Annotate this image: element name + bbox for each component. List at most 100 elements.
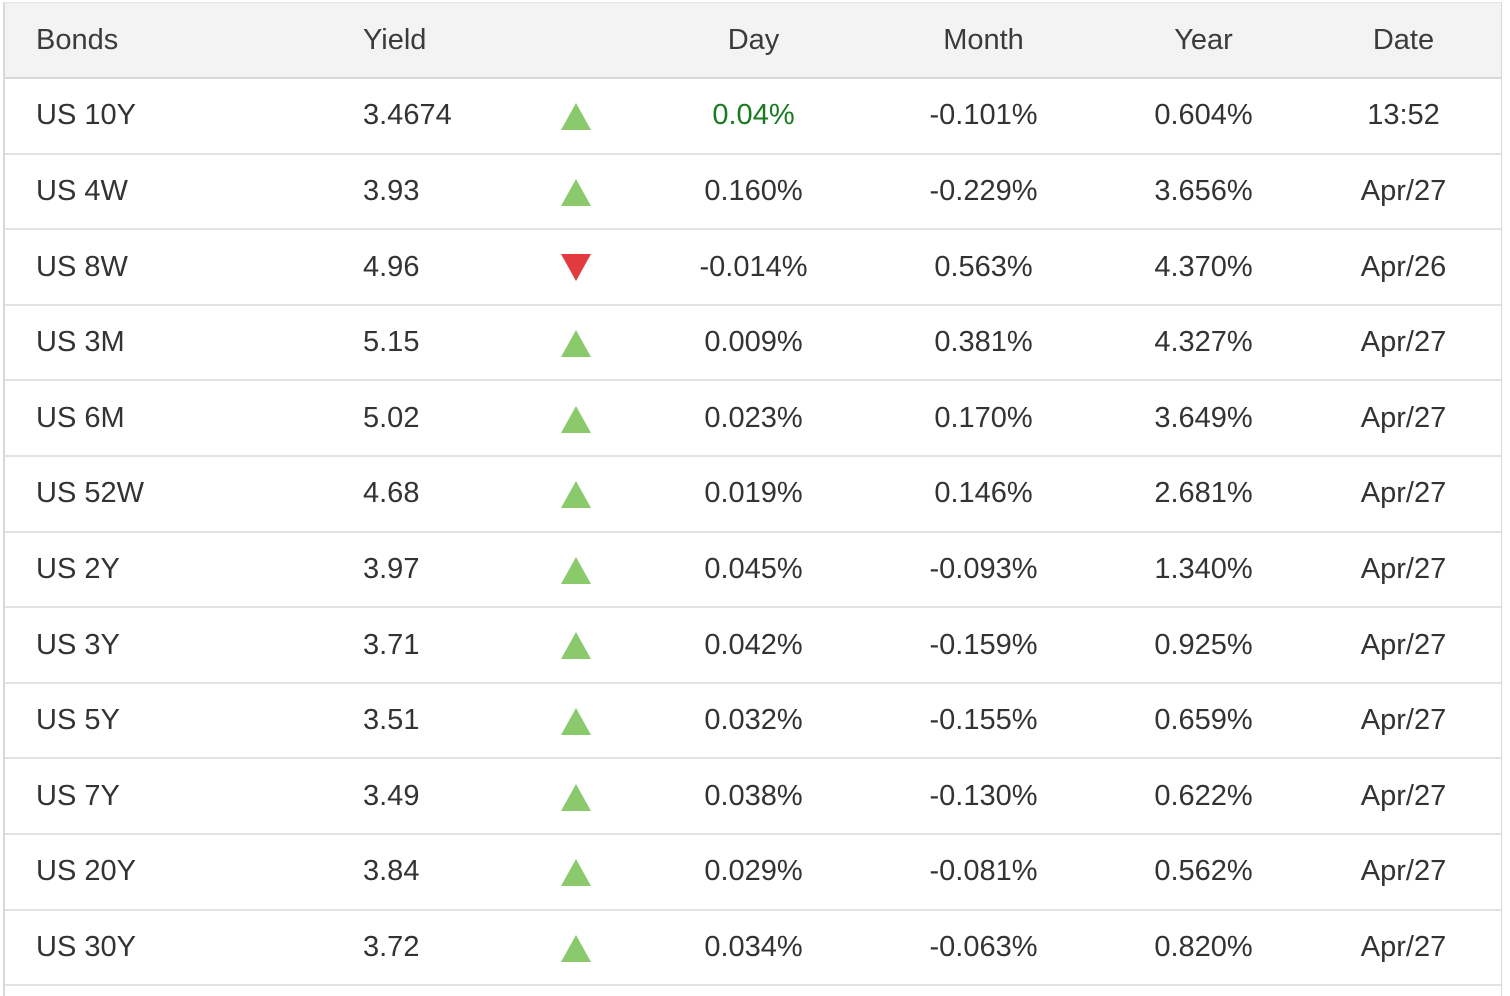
table-body: US 10Y 3.4674 0.04% -0.101% 0.604% 13:52…: [5, 79, 1501, 987]
up-triangle-icon: [561, 556, 591, 584]
year-change-value: 2.681%: [1154, 477, 1253, 510]
bond-name-link[interactable]: US 52W: [36, 477, 144, 510]
yield-value: 3.97: [363, 552, 420, 585]
up-triangle-icon: [561, 707, 591, 735]
up-triangle-icon: [561, 330, 591, 358]
direction-cell: [511, 628, 641, 663]
up-triangle-icon: [561, 783, 591, 811]
day-change-value: 0.045%: [704, 552, 803, 585]
up-triangle-icon: [561, 481, 591, 509]
date-value: Apr/27: [1360, 552, 1447, 585]
date-value: Apr/27: [1360, 477, 1447, 510]
date-value: Apr/27: [1360, 326, 1447, 359]
yield-value: 3.72: [363, 930, 420, 963]
direction-cell: [511, 476, 641, 511]
month-change-value: -0.101%: [929, 99, 1038, 132]
up-triangle-icon: [561, 859, 591, 887]
yield-value: 3.4674: [363, 99, 452, 132]
yield-value: 3.71: [363, 628, 420, 661]
yield-value: 3.51: [363, 704, 420, 737]
bond-name-link[interactable]: US 5Y: [36, 704, 120, 737]
bond-name-link[interactable]: US 2Y: [36, 552, 120, 585]
up-triangle-icon: [561, 103, 591, 131]
direction-cell: [511, 325, 641, 360]
yield-value: 5.15: [363, 326, 420, 359]
date-value: 13:52: [1367, 99, 1440, 132]
bond-name-link[interactable]: US 10Y: [36, 99, 136, 132]
bond-name-link[interactable]: US 20Y: [36, 855, 136, 888]
year-change-value: 0.604%: [1154, 99, 1253, 132]
bond-name-link[interactable]: US 3M: [36, 326, 125, 359]
table-row: US 52W 4.68 0.019% 0.146% 2.681% Apr/27: [5, 456, 1501, 533]
date-value: Apr/27: [1360, 930, 1447, 963]
month-change-value: 0.381%: [934, 326, 1033, 359]
column-header-year: Year: [1174, 23, 1233, 56]
year-change-value: 0.622%: [1154, 779, 1253, 812]
table-row: US 10Y 3.4674 0.04% -0.101% 0.604% 13:52: [5, 79, 1501, 155]
day-change-value: 0.160%: [704, 174, 803, 207]
day-change-value: 0.034%: [704, 930, 803, 963]
day-change-value: 0.009%: [704, 326, 803, 359]
month-change-value: 0.170%: [934, 401, 1033, 434]
day-change-value: 0.029%: [704, 855, 803, 888]
yield-value: 5.02: [363, 401, 420, 434]
yield-value: 3.93: [363, 174, 420, 207]
bonds-table: Bonds Yield Day Month Year Date US 10Y 3…: [3, 2, 1502, 996]
direction-cell: [511, 98, 641, 133]
column-header-day: Day: [727, 23, 780, 56]
month-change-value: -0.093%: [929, 552, 1038, 585]
table-row: US 3Y 3.71 0.042% -0.159% 0.925% Apr/27: [5, 608, 1501, 684]
day-change-value: 0.023%: [704, 401, 803, 434]
year-change-value: 4.327%: [1154, 326, 1253, 359]
up-triangle-icon: [561, 632, 591, 660]
month-change-value: -0.229%: [929, 174, 1038, 207]
day-change-value: 0.04%: [712, 99, 795, 132]
bond-name-link[interactable]: US 6M: [36, 401, 125, 434]
month-change-value: -0.130%: [929, 779, 1038, 812]
direction-cell: [511, 854, 641, 889]
bond-name-link[interactable]: US 8W: [36, 250, 128, 283]
column-header-month: Month: [943, 23, 1024, 56]
table-row: US 6M 5.02 0.023% 0.170% 3.649% Apr/27: [5, 381, 1501, 457]
yield-value: 3.49: [363, 779, 420, 812]
table-row: US 20Y 3.84 0.029% -0.081% 0.562% Apr/27: [5, 834, 1501, 911]
month-change-value: -0.155%: [929, 704, 1038, 737]
direction-cell: [511, 401, 641, 436]
year-change-value: 0.659%: [1154, 704, 1253, 737]
date-value: Apr/27: [1360, 174, 1447, 207]
direction-cell: [511, 779, 641, 814]
down-triangle-icon: [561, 254, 591, 282]
table-row: US 3M 5.15 0.009% 0.381% 4.327% Apr/27: [5, 305, 1501, 382]
year-change-value: 3.656%: [1154, 174, 1253, 207]
year-change-value: 0.925%: [1154, 628, 1253, 661]
date-value: Apr/27: [1360, 628, 1447, 661]
direction-cell: [511, 174, 641, 209]
yield-value: 4.96: [363, 250, 420, 283]
date-value: Apr/26: [1360, 250, 1447, 283]
direction-cell: [511, 552, 641, 587]
year-change-value: 3.649%: [1154, 401, 1253, 434]
table-row: US 30Y 3.72 0.034% -0.063% 0.820% Apr/27: [5, 910, 1501, 987]
year-change-value: 4.370%: [1154, 250, 1253, 283]
date-value: Apr/27: [1360, 855, 1447, 888]
day-change-value: 0.042%: [704, 628, 803, 661]
date-value: Apr/27: [1360, 704, 1447, 737]
bond-name-link[interactable]: US 7Y: [36, 779, 120, 812]
bond-name-link[interactable]: US 3Y: [36, 628, 120, 661]
bond-name-link[interactable]: US 30Y: [36, 930, 136, 963]
year-change-value: 1.340%: [1154, 552, 1253, 585]
day-change-value: -0.014%: [699, 250, 808, 283]
bond-name-link[interactable]: US 4W: [36, 174, 128, 207]
month-change-value: -0.159%: [929, 628, 1038, 661]
up-triangle-icon: [561, 934, 591, 962]
month-change-value: -0.081%: [929, 855, 1038, 888]
direction-cell: [511, 930, 641, 965]
month-change-value: -0.063%: [929, 930, 1038, 963]
yield-value: 4.68: [363, 477, 420, 510]
year-change-value: 0.820%: [1154, 930, 1253, 963]
yield-value: 3.84: [363, 855, 420, 888]
up-triangle-icon: [561, 405, 591, 433]
table-row: US 7Y 3.49 0.038% -0.130% 0.622% Apr/27: [5, 759, 1501, 835]
direction-cell: [511, 250, 641, 285]
column-header-yield: Yield: [363, 23, 427, 56]
